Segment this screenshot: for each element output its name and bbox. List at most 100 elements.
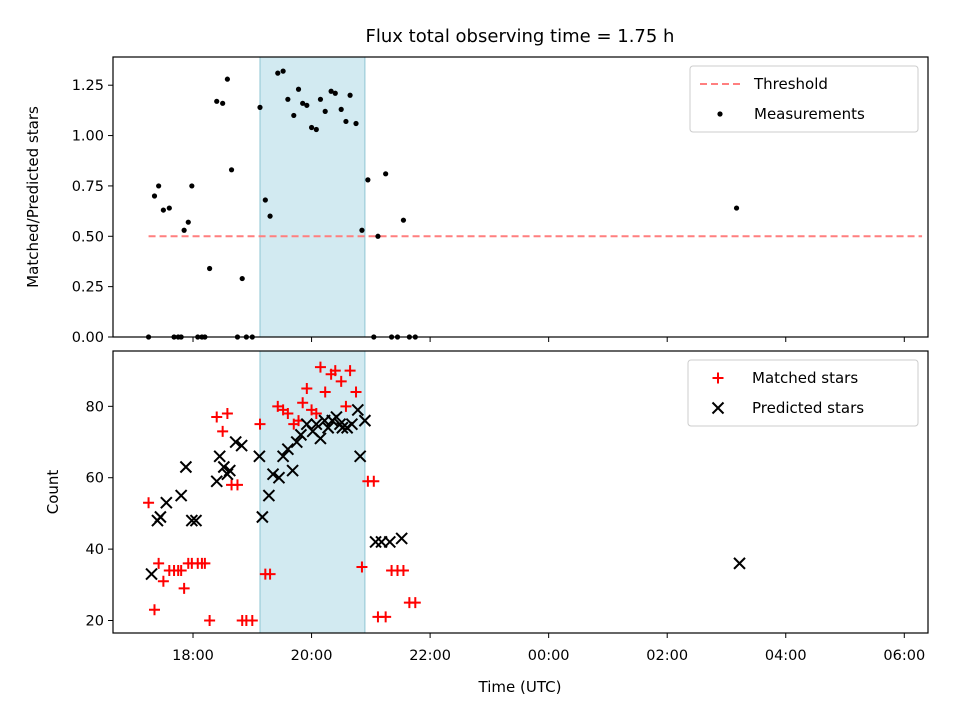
ratio-measurement-point xyxy=(304,102,310,108)
ratio-measurement-point xyxy=(220,100,226,106)
counts-predicted-point xyxy=(383,535,397,549)
counts-predicted-point xyxy=(272,471,286,484)
counts-predicted-point xyxy=(160,496,173,509)
ratio-measurement-point xyxy=(322,108,328,114)
counts-predicted-point xyxy=(351,403,365,417)
counts-matched-point xyxy=(380,611,392,623)
counts-predicted-point xyxy=(345,417,359,431)
counts-predicted-point xyxy=(294,428,308,442)
ratio-y-tick-label: 1.25 xyxy=(72,78,104,94)
counts-predicted-point xyxy=(353,450,367,463)
counts-legend-predicted-swatch xyxy=(711,401,725,415)
counts-predicted-point xyxy=(223,464,236,477)
counts-predicted-point xyxy=(281,442,295,456)
counts-axes-frame xyxy=(112,350,929,634)
counts-panel: 20 40 60 80 18:00 20:00 22:00 00:00 02:00 04:00 06… xyxy=(86,350,929,664)
ratio-measurement-point xyxy=(166,205,172,211)
ratio-axes-frame xyxy=(112,56,929,338)
counts-predicted-point xyxy=(266,467,280,481)
counts-x-tick-label: 02:00 xyxy=(646,648,688,664)
counts-matched-point xyxy=(335,375,347,387)
ratio-measurement-point xyxy=(181,227,187,233)
counts-predicted-point xyxy=(229,435,242,449)
counts-matched-point xyxy=(148,604,160,616)
ratio-measurement-point xyxy=(257,104,263,110)
counts-x-tick-label: 18:00 xyxy=(172,648,214,664)
counts-matched-point xyxy=(143,497,155,509)
counts-predicted-point xyxy=(145,567,158,581)
ratio-y-tick-label: 0.50 xyxy=(72,229,104,245)
counts-matched-point xyxy=(329,365,341,377)
ratio-measurement-point xyxy=(338,106,344,112)
counts-predicted-point xyxy=(733,557,746,570)
counts-predicted-point xyxy=(213,450,226,463)
counts-x-tick-label: 06:00 xyxy=(883,648,925,664)
counts-predicted-point xyxy=(310,417,323,431)
counts-x-tick-label: 04:00 xyxy=(765,648,807,664)
counts-matched-point xyxy=(297,397,309,409)
counts-legend xyxy=(687,359,919,427)
counts-predicted-point xyxy=(286,464,299,477)
counts-matched-point xyxy=(157,575,169,587)
counts-predicted-point xyxy=(217,460,231,474)
ratio-legend-label: Measurements xyxy=(754,105,865,123)
counts-predicted-point xyxy=(253,450,266,463)
ratio-measurement-point xyxy=(375,233,381,239)
counts-matched-point xyxy=(314,361,326,373)
ratio-measurement-point xyxy=(214,98,220,104)
counts-x-tick-label: 20:00 xyxy=(291,648,333,664)
counts-matched-point xyxy=(344,365,356,377)
counts-matched-point xyxy=(153,557,165,569)
counts-y-tick-label: 80 xyxy=(86,399,104,415)
counts-matched-point xyxy=(356,561,368,573)
counts-predicted-point xyxy=(314,432,327,445)
ratio-measurement-point xyxy=(400,217,407,223)
ratio-measurement-point xyxy=(359,227,365,233)
counts-legend-matched-swatch xyxy=(712,372,724,384)
ratio-measurement-point xyxy=(160,207,166,213)
counts-matched-point xyxy=(350,386,362,398)
counts-matched-point xyxy=(246,615,258,627)
ratio-measurement-point xyxy=(207,265,213,272)
ratio-measurement-point xyxy=(228,167,235,173)
counts-predicted-point xyxy=(154,510,167,524)
counts-matched-point xyxy=(319,386,331,398)
counts-predicted-point xyxy=(235,439,248,452)
ratio-y-tick-label: 0.75 xyxy=(72,179,104,195)
ratio-measurement-point xyxy=(383,171,389,177)
counts-matched-point xyxy=(301,382,313,394)
ratio-measurement-point xyxy=(267,213,273,219)
ratio-y-tick-label: 0.25 xyxy=(72,280,104,296)
ratio-measurement-point xyxy=(328,88,334,94)
counts-matched-point xyxy=(310,407,322,419)
ratio-measurement-point xyxy=(317,96,324,102)
counts-predicted-point xyxy=(330,410,343,424)
ratio-measurement-point xyxy=(151,193,158,199)
ratio-y-axis-label: Matched/Predicted stars xyxy=(24,106,42,288)
counts-matched-point xyxy=(409,597,421,609)
counts-predicted-point xyxy=(179,460,193,474)
counts-predicted-point xyxy=(276,450,290,463)
ratio-panel: 0.00 0.25 0.50 0.75 1.00 1.25 Threshold Measure… xyxy=(72,56,929,346)
ratio-y-tick-label: 1.00 xyxy=(72,129,104,145)
counts-legend-label: Predicted stars xyxy=(752,399,864,417)
counts-matched-point xyxy=(340,400,352,412)
ratio-measurement-point xyxy=(239,275,245,282)
ratio-measurement-point xyxy=(313,126,319,133)
ratio-measurement-point xyxy=(332,90,338,96)
counts-predicted-point xyxy=(395,532,408,545)
chart-title: Flux total observing time = 1.75 h xyxy=(366,26,675,47)
ratio-measurement-point xyxy=(308,124,315,131)
counts-matched-point xyxy=(199,557,211,569)
ratio-measurement-point xyxy=(285,96,291,102)
counts-y-tick-label: 20 xyxy=(86,614,104,630)
counts-predicted-point xyxy=(336,421,349,434)
ratio-legend-measurement-swatch xyxy=(717,111,723,117)
counts-predicted-point xyxy=(210,475,223,488)
ratio-measurement-point xyxy=(275,70,281,76)
ratio-measurement-point xyxy=(291,112,297,119)
counts-matched-point xyxy=(231,479,243,491)
counts-predicted-point xyxy=(369,535,382,549)
ratio-measurement-point xyxy=(353,120,359,127)
ratio-measurement-point xyxy=(156,183,162,189)
